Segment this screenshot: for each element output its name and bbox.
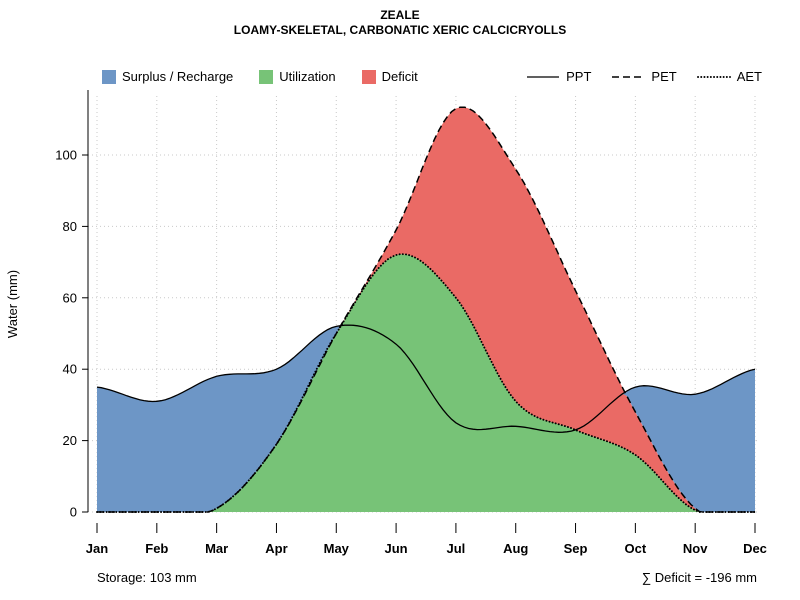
month-label: May <box>324 541 350 556</box>
y-tick-label: 100 <box>55 148 77 163</box>
legend-label-deficit: Deficit <box>381 69 418 84</box>
legend-label-surplus: Surplus / Recharge <box>122 69 234 84</box>
month-label: Apr <box>265 541 287 556</box>
y-tick-label: 20 <box>63 433 77 448</box>
pet-curve <box>97 106 755 513</box>
month-label: Jan <box>86 541 108 556</box>
deficit-swatch-icon <box>361 69 376 84</box>
deficit-annotation: ∑ Deficit = -196 mm <box>641 570 757 585</box>
month-label: Mar <box>205 541 228 556</box>
chart-subtitle: LOAMY-SKELETAL, CARBONATIC XERIC CALCICR… <box>233 23 567 37</box>
area-surplus <box>97 325 755 512</box>
dotted-line-icon <box>696 75 731 78</box>
dashed-line-icon <box>612 75 645 78</box>
ppt-curve <box>96 324 756 433</box>
month-label: Jul <box>447 541 466 556</box>
month-label: Dec <box>743 541 767 556</box>
surplus-swatch-icon <box>102 69 116 84</box>
legend-label-aet: AET <box>736 69 762 84</box>
month-label: Oct <box>625 541 647 556</box>
solid-line-icon <box>527 75 560 78</box>
chart-header: ZEALE LOAMY-SKELETAL, CARBONATIC XERIC C… <box>0 8 800 38</box>
utilization-swatch-icon <box>259 69 274 84</box>
y-tick-label: 0 <box>70 505 77 520</box>
y-tick-label: 40 <box>63 362 77 377</box>
y-tick-label: 80 <box>63 219 77 234</box>
legend: Surplus / Recharge Utilization Deficit P… <box>88 69 762 84</box>
aet-curve <box>96 253 756 513</box>
legend-line-items: PPT PET AET <box>526 69 762 84</box>
y-tick-label: 60 <box>63 290 77 305</box>
legend-item-aet: AET <box>696 69 762 84</box>
legend-item-ppt: PPT <box>526 69 591 84</box>
month-label: Aug <box>503 541 528 556</box>
legend-fill-items: Surplus / Recharge Utilization Deficit <box>102 69 418 84</box>
legend-item-surplus: Surplus / Recharge <box>102 69 233 84</box>
legend-label-utilization: Utilization <box>279 69 336 84</box>
month-label: Feb <box>145 541 168 556</box>
y-axis-title: Water (mm) <box>5 270 20 338</box>
legend-item-pet: PET <box>611 69 677 84</box>
month-label: Nov <box>683 541 708 556</box>
legend-label-pet: PET <box>651 69 677 84</box>
month-label: Jun <box>385 541 408 556</box>
area-deficit <box>97 107 755 512</box>
legend-label-ppt: PPT <box>566 69 592 84</box>
legend-item-utilization: Utilization <box>259 69 336 84</box>
area-utilization <box>97 254 755 512</box>
month-label: Sep <box>564 541 588 556</box>
storage-annotation: Storage: 103 mm <box>97 570 197 585</box>
chart-title: ZEALE <box>380 8 420 22</box>
legend-item-deficit: Deficit <box>361 69 418 84</box>
